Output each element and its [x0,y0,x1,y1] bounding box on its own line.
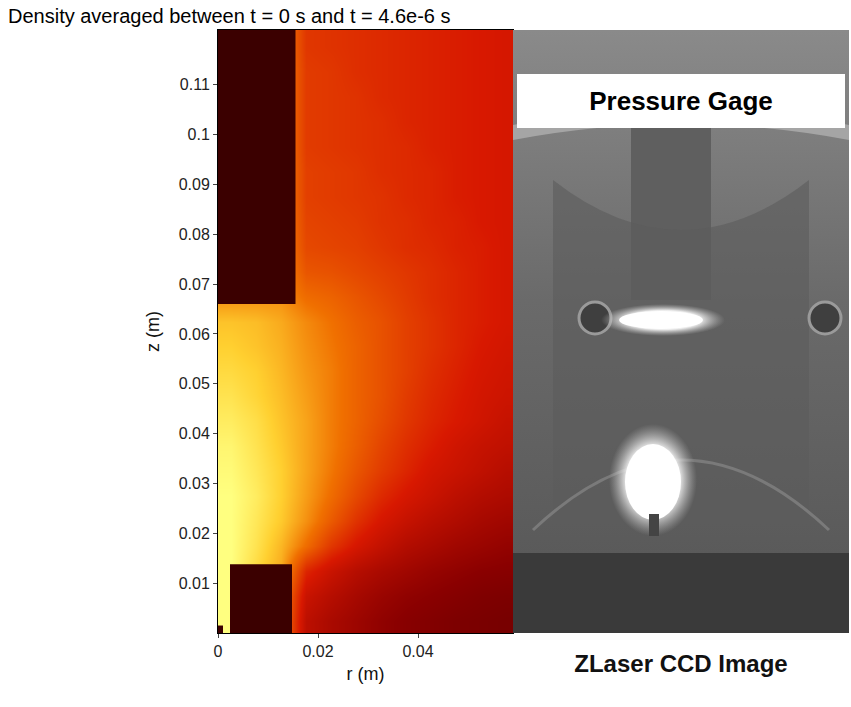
svg-text:0.02: 0.02 [179,525,210,542]
svg-text:0.1: 0.1 [188,126,210,143]
svg-text:Pressure Gage: Pressure Gage [589,86,773,116]
svg-text:0.06: 0.06 [179,326,210,343]
svg-text:0.02: 0.02 [302,643,333,660]
svg-text:0.08: 0.08 [179,226,210,243]
svg-text:0.09: 0.09 [179,176,210,193]
svg-text:0.11: 0.11 [180,76,210,93]
svg-text:z (m): z (m) [143,311,163,352]
html-text:ZLaser CCD Image: ZLaser CCD Image [574,650,788,677]
svg-text:0.07: 0.07 [179,276,210,293]
svg-text:0.01: 0.01 [179,575,210,592]
svg-text:0.03: 0.03 [179,475,210,492]
svg-text:Density averaged between t = 0: Density averaged between t = 0 s and t =… [8,5,451,27]
svg-text:0: 0 [214,643,223,660]
svg-text:0.04: 0.04 [402,643,433,660]
svg-text:0.04: 0.04 [179,425,210,442]
svg-text:r (m): r (m) [347,664,385,684]
svg-text:0.05: 0.05 [179,375,210,392]
